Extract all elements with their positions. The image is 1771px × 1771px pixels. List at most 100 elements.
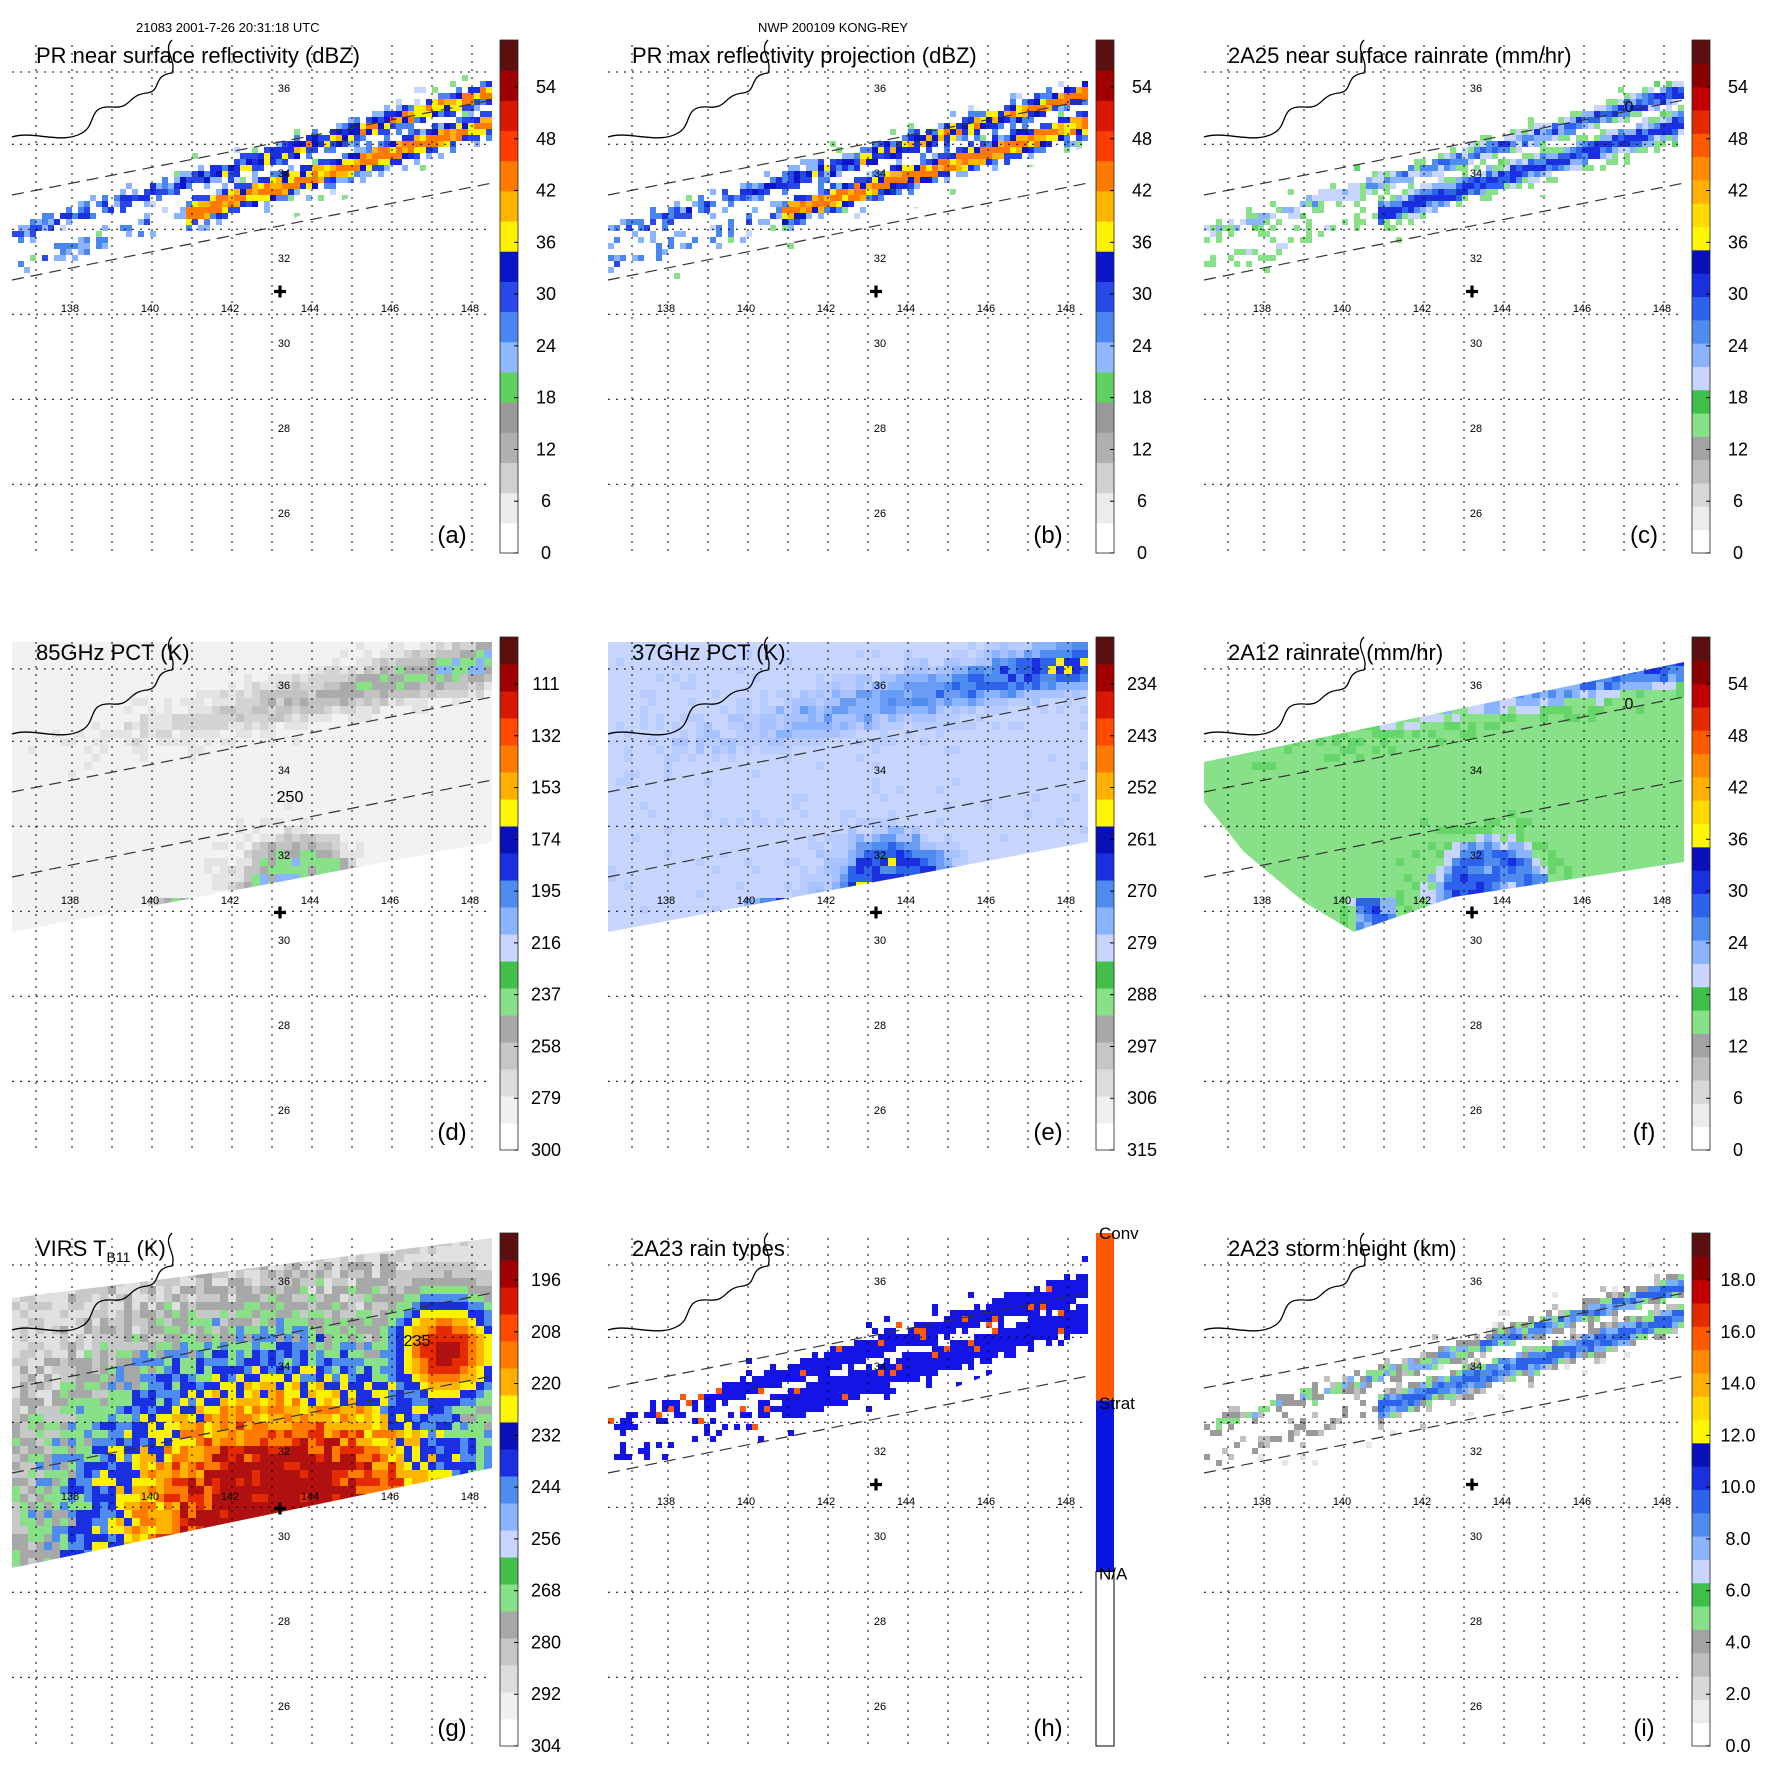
- lon-tick-label: 138: [657, 303, 675, 315]
- colorbar-tick-label: 279: [1127, 933, 1157, 953]
- lat-tick-label: 36: [1470, 1276, 1482, 1288]
- colorbar-tick-label: 6: [1733, 491, 1743, 511]
- lat-tick-label: 30: [278, 935, 290, 947]
- lat-tick-label: 32: [874, 253, 886, 265]
- colorbar-tick-label: 232: [531, 1425, 561, 1445]
- panel-title: 37GHz PCT (K): [632, 640, 786, 665]
- colorbar-tick-label: 132: [531, 726, 561, 746]
- lon-tick-label: 146: [381, 303, 399, 315]
- colorbar-tick-label: 234: [1127, 674, 1157, 694]
- lat-tick-label: 32: [278, 253, 290, 265]
- colorbar-tick-label: 30: [1132, 284, 1152, 304]
- storm-center-marker: [870, 1478, 882, 1491]
- swath-cells: [12, 75, 492, 273]
- lon-tick-label: 138: [657, 895, 675, 907]
- colorbar-tick-label: 280: [531, 1632, 561, 1652]
- storm-center-marker: [274, 906, 286, 919]
- swath-edges: [11, 696, 493, 878]
- colorbar-tick-label: 36: [536, 232, 556, 252]
- lon-tick-label: 148: [461, 303, 479, 315]
- panel-letter: (c): [1630, 522, 1658, 549]
- lon-tick-label: 142: [221, 895, 239, 907]
- lon-tick-label: 144: [897, 303, 915, 315]
- colorbar-tick-label: 12: [1728, 1036, 1748, 1056]
- lat-tick-label: 34: [1470, 168, 1482, 180]
- lon-tick-label: 148: [1653, 895, 1671, 907]
- colorbar-tick-label: 14.0: [1720, 1374, 1755, 1394]
- contour-label: 250: [277, 789, 304, 806]
- colorbar-tick-label: 196: [531, 1270, 561, 1290]
- colorbar-tick-label: 256: [531, 1529, 561, 1549]
- colorbar-tick-label: 8.0: [1725, 1529, 1750, 1549]
- colorbar: 54 48 42 36 30 24 18 12 6 0: [499, 39, 556, 563]
- lon-tick-label: 148: [1653, 303, 1671, 315]
- lat-tick-label: 28: [1470, 1616, 1482, 1628]
- lat-tick-label: 26: [874, 1105, 886, 1117]
- lon-tick-label: 144: [1493, 303, 1511, 315]
- panel-letter: (h): [1033, 1715, 1062, 1742]
- colorbar-tick-label: 288: [1127, 985, 1157, 1005]
- colorbar-tick-label: 153: [531, 778, 561, 798]
- colorbar-tick-label: 174: [531, 829, 561, 849]
- colorbar-tick-label: 36: [1132, 232, 1152, 252]
- colorbar-tick-label: 16.0: [1720, 1322, 1755, 1342]
- lon-tick-label: 140: [1333, 895, 1351, 907]
- lat-tick-label: 34: [874, 168, 886, 180]
- colorbar-tick-label: 270: [1127, 881, 1157, 901]
- swath-cells: [1204, 1262, 1684, 1466]
- panel-letter: (a): [437, 522, 466, 549]
- lon-tick-label: 140: [737, 1496, 755, 1508]
- colorbar-tick-label: 18: [1132, 388, 1152, 408]
- lat-tick-label: 28: [1470, 1020, 1482, 1032]
- lat-tick-label: 26: [874, 1701, 886, 1713]
- colorbar-tick-label: 42: [536, 181, 556, 201]
- coastline: [607, 636, 770, 736]
- contour-label: 0: [1625, 696, 1634, 713]
- colorbar-tick-label: 4.0: [1725, 1632, 1750, 1652]
- colorbar-tick-label: 0.0: [1725, 1736, 1750, 1756]
- storm-center-marker: [1466, 1478, 1478, 1491]
- lat-tick-label: 32: [278, 1446, 290, 1458]
- lon-tick-label: 148: [1057, 895, 1075, 907]
- colorbar-tick-label: 48: [1132, 129, 1152, 149]
- colorbar-tick-label: 300: [531, 1140, 561, 1160]
- colorbar-tick-label: 306: [1127, 1088, 1157, 1108]
- lat-tick-label: 30: [874, 935, 886, 947]
- lon-tick-label: 146: [1573, 303, 1591, 315]
- colorbar-tick-label: 0: [1733, 1140, 1743, 1160]
- colorbar: 18.0 16.0 14.0 12.0 10.0 8.0 6.0 4.0 2.0 0.0: [1691, 1232, 1756, 1756]
- lon-tick-label: 144: [1493, 1496, 1511, 1508]
- lat-tick-label: 36: [874, 83, 886, 95]
- swath-edges: [1203, 696, 1685, 878]
- lon-tick-label: 148: [1057, 303, 1075, 315]
- panel-a: 138 140 142 144 146 148 36 34 32 30 28 26 PR near su…: [11, 39, 556, 563]
- swath-edges: [1203, 99, 1685, 281]
- swath-cells: [608, 81, 1088, 279]
- lat-tick-label: 36: [1470, 680, 1482, 692]
- lon-tick-label: 146: [381, 895, 399, 907]
- graticule: [608, 45, 1088, 553]
- colorbar-tick-label: 195: [531, 881, 561, 901]
- colorbar-tick-label: 208: [531, 1322, 561, 1342]
- lon-tick-label: 138: [657, 1496, 675, 1508]
- lat-tick-label: 34: [278, 168, 290, 180]
- swath-cells: [12, 1238, 492, 1568]
- panel-title: 2A23 storm height (km): [1228, 1236, 1457, 1261]
- lon-tick-label: 138: [1253, 303, 1271, 315]
- colorbar: 234 243 252 261 270 279 288 297 306 315: [1095, 636, 1157, 1160]
- colorbar-tick-label: 2.0: [1725, 1684, 1750, 1704]
- lon-tick-label: 138: [1253, 895, 1271, 907]
- swath-cells: [12, 642, 492, 932]
- lon-tick-label: 138: [1253, 1496, 1271, 1508]
- lat-tick-label: 36: [278, 83, 290, 95]
- panel-title: 2A12 rainrate (mm/hr): [1228, 640, 1443, 665]
- lon-tick-label: 146: [977, 895, 995, 907]
- coastline: [1203, 39, 1366, 139]
- lon-tick-label: 142: [1413, 1496, 1431, 1508]
- swath-cells: [608, 1256, 1088, 1460]
- panel-title: 2A25 near surface rainrate (mm/hr): [1228, 43, 1572, 68]
- lon-tick-label: 140: [737, 303, 755, 315]
- colorbar-tick-label: 30: [536, 284, 556, 304]
- colorbar-tick-label: 6.0: [1725, 1581, 1750, 1601]
- lat-tick-label: 30: [1470, 338, 1482, 350]
